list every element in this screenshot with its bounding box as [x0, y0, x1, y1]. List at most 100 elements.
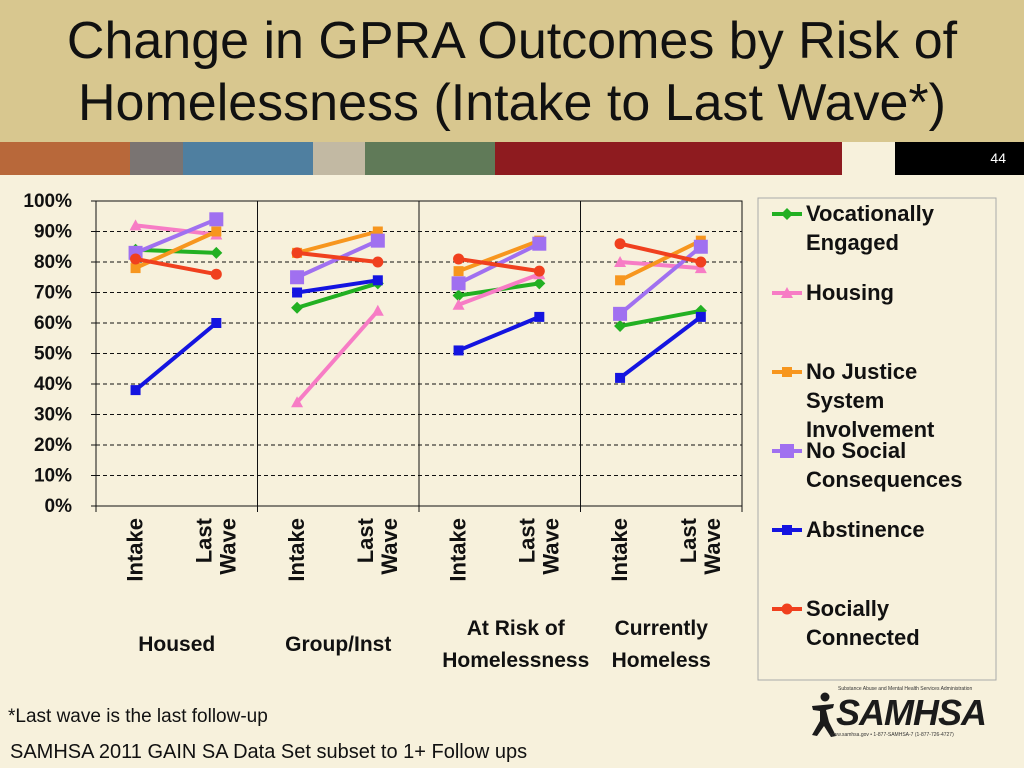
data-point-square	[695, 311, 706, 322]
data-point-diamond	[291, 301, 304, 314]
y-tick-label: 30%	[34, 405, 72, 426]
group-label: At Risk of	[467, 617, 566, 640]
slide-number: 44	[895, 142, 1024, 175]
axes	[95, 201, 743, 512]
legend: Vocationally Engaged Housing No Justice Syst…	[757, 197, 997, 681]
y-tick-label: 90%	[34, 222, 72, 243]
x-tick-label: Last	[676, 517, 701, 563]
group-label: Homelessness	[442, 649, 589, 672]
legend-item: Vocationally Engaged	[772, 201, 935, 255]
stripe-segment	[130, 142, 183, 175]
series-line	[456, 256, 542, 274]
data-point-diamond	[781, 208, 793, 220]
data-point-square	[211, 318, 222, 328]
data-point-triangle	[452, 298, 465, 310]
series-line	[618, 241, 703, 264]
x-tick-label: Last	[191, 517, 216, 563]
data-point-square	[130, 385, 141, 396]
data-point-square	[209, 212, 224, 227]
data-point-triangle	[614, 256, 627, 267]
line-chart: 100% 90% 80% 70% 60% 50% 40% 30% 20% 10% 0% Intake…	[23, 191, 997, 681]
y-tick-label: 40%	[34, 374, 72, 395]
data-point-circle	[695, 256, 707, 268]
x-tick-label: Wave	[215, 518, 240, 575]
legend-item: No Justice System Involvement	[772, 359, 935, 442]
series-housing	[129, 219, 707, 408]
series-line	[456, 272, 542, 307]
y-tick-label: 100%	[23, 191, 72, 212]
x-tick-labels: Intake Last Wave Intake Last Wave Intake Last Wa…	[123, 517, 725, 581]
legend-item: No Social Consequences	[772, 438, 963, 492]
series-no-justice-system-involvement	[130, 226, 706, 286]
data-point-circle	[533, 265, 545, 277]
data-point-circle	[453, 253, 465, 265]
y-tick-label: 0%	[45, 496, 73, 517]
series-line	[133, 217, 219, 255]
logo-contact: www.samhsa.gov • 1-877-SAMHSA-7 (1-877-7…	[830, 732, 954, 738]
legend-item: Abstinence	[772, 517, 925, 542]
y-tick-label: 20%	[34, 435, 72, 456]
series-line	[133, 321, 219, 393]
group-labels: Housed Group/Inst At Risk of Homelessness Cu…	[138, 617, 711, 672]
x-tick-label: Intake	[284, 518, 309, 582]
title-line-2: Homelessness (Intake to Last Wave*)	[78, 74, 946, 132]
data-point-square	[615, 372, 626, 383]
x-tick-label: Intake	[607, 518, 632, 582]
y-tick-label: 60%	[34, 313, 72, 334]
legend-label: System	[806, 388, 884, 413]
data-point-diamond	[210, 246, 223, 259]
legend-label: Engaged	[806, 230, 899, 255]
legend-box	[757, 197, 997, 681]
data-point-circle	[372, 256, 384, 268]
legend-label: Vocationally	[806, 201, 935, 226]
data-point-square	[453, 345, 464, 356]
data-point-square	[372, 226, 383, 237]
data-point-diamond	[452, 289, 465, 302]
data-point-square	[615, 275, 626, 286]
data-point-triangle	[129, 219, 142, 231]
title-line-1: Change in GPRA Outcomes by Risk of	[66, 12, 958, 70]
group-label: Group/Inst	[285, 633, 391, 656]
data-point-square	[372, 275, 383, 286]
series-line	[618, 260, 703, 271]
source-note: SAMHSA 2011 GAIN SA Data Set subset to 1…	[10, 741, 528, 763]
data-point-square	[290, 270, 305, 285]
stripe-segment	[842, 142, 895, 175]
series-line	[295, 278, 380, 295]
y-tick-label: 80%	[34, 252, 72, 273]
samhsa-logo: Substance Abuse and Mental Health Servic…	[808, 686, 987, 744]
series-line	[133, 223, 219, 237]
stripe-segment	[183, 142, 313, 175]
series-socially-connected	[130, 238, 707, 280]
legend-label: Connected	[806, 625, 920, 650]
x-tick-label: Wave	[700, 518, 725, 575]
stripe-segment	[495, 142, 842, 175]
footnote: *Last wave is the last follow-up	[8, 706, 268, 727]
series-line	[618, 308, 703, 329]
x-tick-label: Wave	[538, 518, 563, 575]
data-point-square	[130, 263, 141, 274]
x-tick-label: Intake	[123, 518, 148, 582]
data-point-square	[534, 311, 545, 322]
series-line	[295, 308, 380, 405]
legend-label: No Social	[806, 438, 906, 463]
legend-item: Housing	[772, 280, 894, 305]
data-point-square	[451, 276, 466, 291]
logo-wordmark: SAMHSA	[836, 692, 987, 733]
data-point-circle	[130, 253, 142, 265]
x-tick-label: Last	[514, 517, 539, 563]
series-line	[295, 229, 380, 255]
series-line	[133, 256, 219, 277]
series-line	[456, 238, 542, 274]
data-point-circle	[781, 603, 793, 615]
data-point-square	[782, 367, 792, 377]
data-point-triangle	[291, 396, 304, 408]
group-label: Homeless	[612, 649, 711, 672]
title-band	[0, 0, 1024, 142]
stripe-segment	[0, 142, 130, 175]
legend-label: Abstinence	[806, 517, 925, 542]
data-point-square	[292, 287, 303, 298]
legend-label: Consequences	[806, 467, 963, 492]
series-line	[618, 238, 703, 283]
data-point-circle	[614, 238, 626, 250]
